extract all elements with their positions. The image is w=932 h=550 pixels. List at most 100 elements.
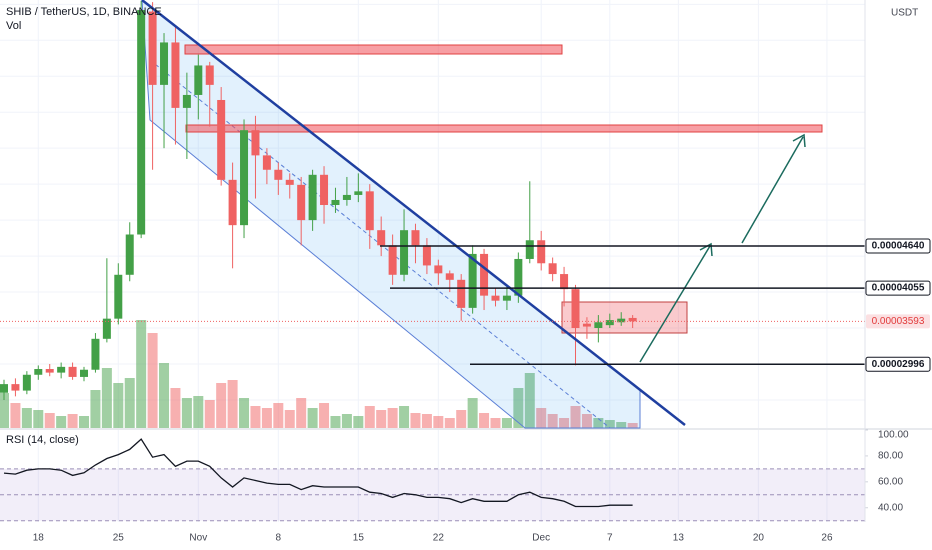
axis-bg bbox=[865, 0, 932, 550]
level-label: 0.00002996 bbox=[872, 359, 925, 370]
candle-body bbox=[331, 199, 340, 206]
candle-body bbox=[377, 230, 386, 246]
candle-body bbox=[0, 384, 8, 393]
candle-body bbox=[457, 279, 466, 308]
volume-bar bbox=[319, 403, 330, 428]
volume-layer bbox=[0, 320, 638, 428]
volume-bar bbox=[421, 414, 432, 428]
volume-bar bbox=[501, 418, 512, 428]
volume-bar bbox=[67, 414, 78, 428]
volume-bar bbox=[307, 408, 318, 428]
volume-bar bbox=[433, 416, 444, 428]
candle-body bbox=[308, 174, 317, 221]
volume-bar bbox=[627, 423, 638, 428]
x-tick-label: 15 bbox=[353, 533, 365, 544]
x-tick-label: Dec bbox=[532, 533, 550, 544]
x-tick-label: 8 bbox=[276, 533, 282, 544]
candle-body bbox=[297, 184, 306, 221]
candle-body bbox=[160, 42, 169, 85]
volume-bar bbox=[284, 410, 295, 428]
candle-body bbox=[148, 11, 157, 85]
volume-bar bbox=[239, 398, 250, 428]
volume-bar bbox=[490, 418, 501, 428]
volume-bar bbox=[124, 378, 135, 428]
rsi-band bbox=[0, 468, 865, 521]
volume-bar bbox=[113, 383, 124, 428]
volume-bar bbox=[90, 390, 101, 428]
candle-body bbox=[400, 230, 409, 275]
volume-bar bbox=[101, 368, 112, 428]
x-tick-label: 13 bbox=[673, 533, 685, 544]
volume-bar bbox=[56, 416, 67, 428]
volume-bar bbox=[0, 393, 9, 428]
candle-body bbox=[194, 65, 203, 95]
candle-body bbox=[11, 384, 20, 391]
candle-body bbox=[57, 366, 66, 373]
arrow bbox=[741, 136, 804, 244]
volume-bar bbox=[261, 408, 272, 428]
candle-body bbox=[228, 179, 237, 226]
volume-bar bbox=[581, 414, 592, 428]
candle-body bbox=[240, 130, 249, 226]
resistance-zone bbox=[185, 124, 823, 133]
volume-bar bbox=[21, 408, 32, 428]
level-label: 0.00004055 bbox=[872, 283, 925, 294]
candle-body bbox=[80, 369, 89, 377]
candle-body bbox=[171, 42, 180, 108]
volume-bar bbox=[170, 388, 181, 428]
candle-body bbox=[262, 155, 271, 170]
candle-body bbox=[548, 263, 557, 275]
volume-bar bbox=[330, 416, 341, 428]
volume-bar bbox=[616, 422, 627, 428]
candle-body bbox=[605, 320, 614, 326]
volume-bar bbox=[159, 363, 170, 428]
candle-body bbox=[628, 317, 637, 322]
resistance-zone bbox=[184, 44, 563, 55]
volume-bar bbox=[79, 416, 90, 428]
volume-bar bbox=[33, 410, 44, 428]
arrow bbox=[639, 245, 711, 363]
level-label-box bbox=[865, 356, 931, 372]
rsi-tick-label: 40.00 bbox=[878, 502, 903, 513]
candle-body bbox=[182, 94, 191, 108]
x-tick-label: 25 bbox=[113, 533, 125, 544]
candle-body bbox=[22, 374, 31, 391]
candle-body bbox=[537, 240, 546, 264]
candle-body bbox=[445, 273, 454, 280]
candle-body bbox=[274, 169, 283, 180]
x-tick-label: 26 bbox=[821, 533, 833, 544]
candle-body bbox=[594, 322, 603, 329]
volume-bar bbox=[10, 403, 21, 428]
candle-body bbox=[91, 338, 100, 370]
volume-bar bbox=[136, 320, 147, 428]
volume-bar bbox=[204, 400, 215, 428]
rsi-tick-label: 100.00 bbox=[878, 430, 909, 441]
volume-bar bbox=[524, 373, 535, 428]
level-label-box bbox=[865, 280, 931, 296]
volume-bar bbox=[44, 413, 55, 428]
volume-bar bbox=[341, 414, 352, 428]
drawings bbox=[141, 0, 806, 426]
candle-body bbox=[34, 369, 43, 375]
candle-body bbox=[617, 318, 626, 323]
rsi-title: RSI (14, close) bbox=[6, 434, 79, 446]
volume-bar bbox=[593, 418, 604, 428]
trend-line bbox=[141, 0, 686, 426]
volume-bar bbox=[181, 398, 192, 428]
volume-bar bbox=[513, 388, 524, 428]
candle-body bbox=[45, 369, 54, 373]
rsi-tick-label: 80.00 bbox=[878, 451, 903, 462]
last-price-label: 0.00003593 bbox=[872, 316, 925, 327]
x-tick-label: 22 bbox=[433, 533, 445, 544]
volume-bar bbox=[250, 406, 261, 428]
volume-bar bbox=[364, 406, 375, 428]
axis-bg bbox=[0, 522, 932, 550]
candle-body bbox=[114, 274, 123, 319]
candle-body bbox=[320, 174, 329, 206]
chart-title: SHIB / TetherUS, 1D, BINANCE bbox=[6, 6, 162, 18]
volume-bar bbox=[147, 333, 158, 428]
level-label-box bbox=[865, 238, 931, 254]
volume-bar bbox=[479, 413, 490, 428]
